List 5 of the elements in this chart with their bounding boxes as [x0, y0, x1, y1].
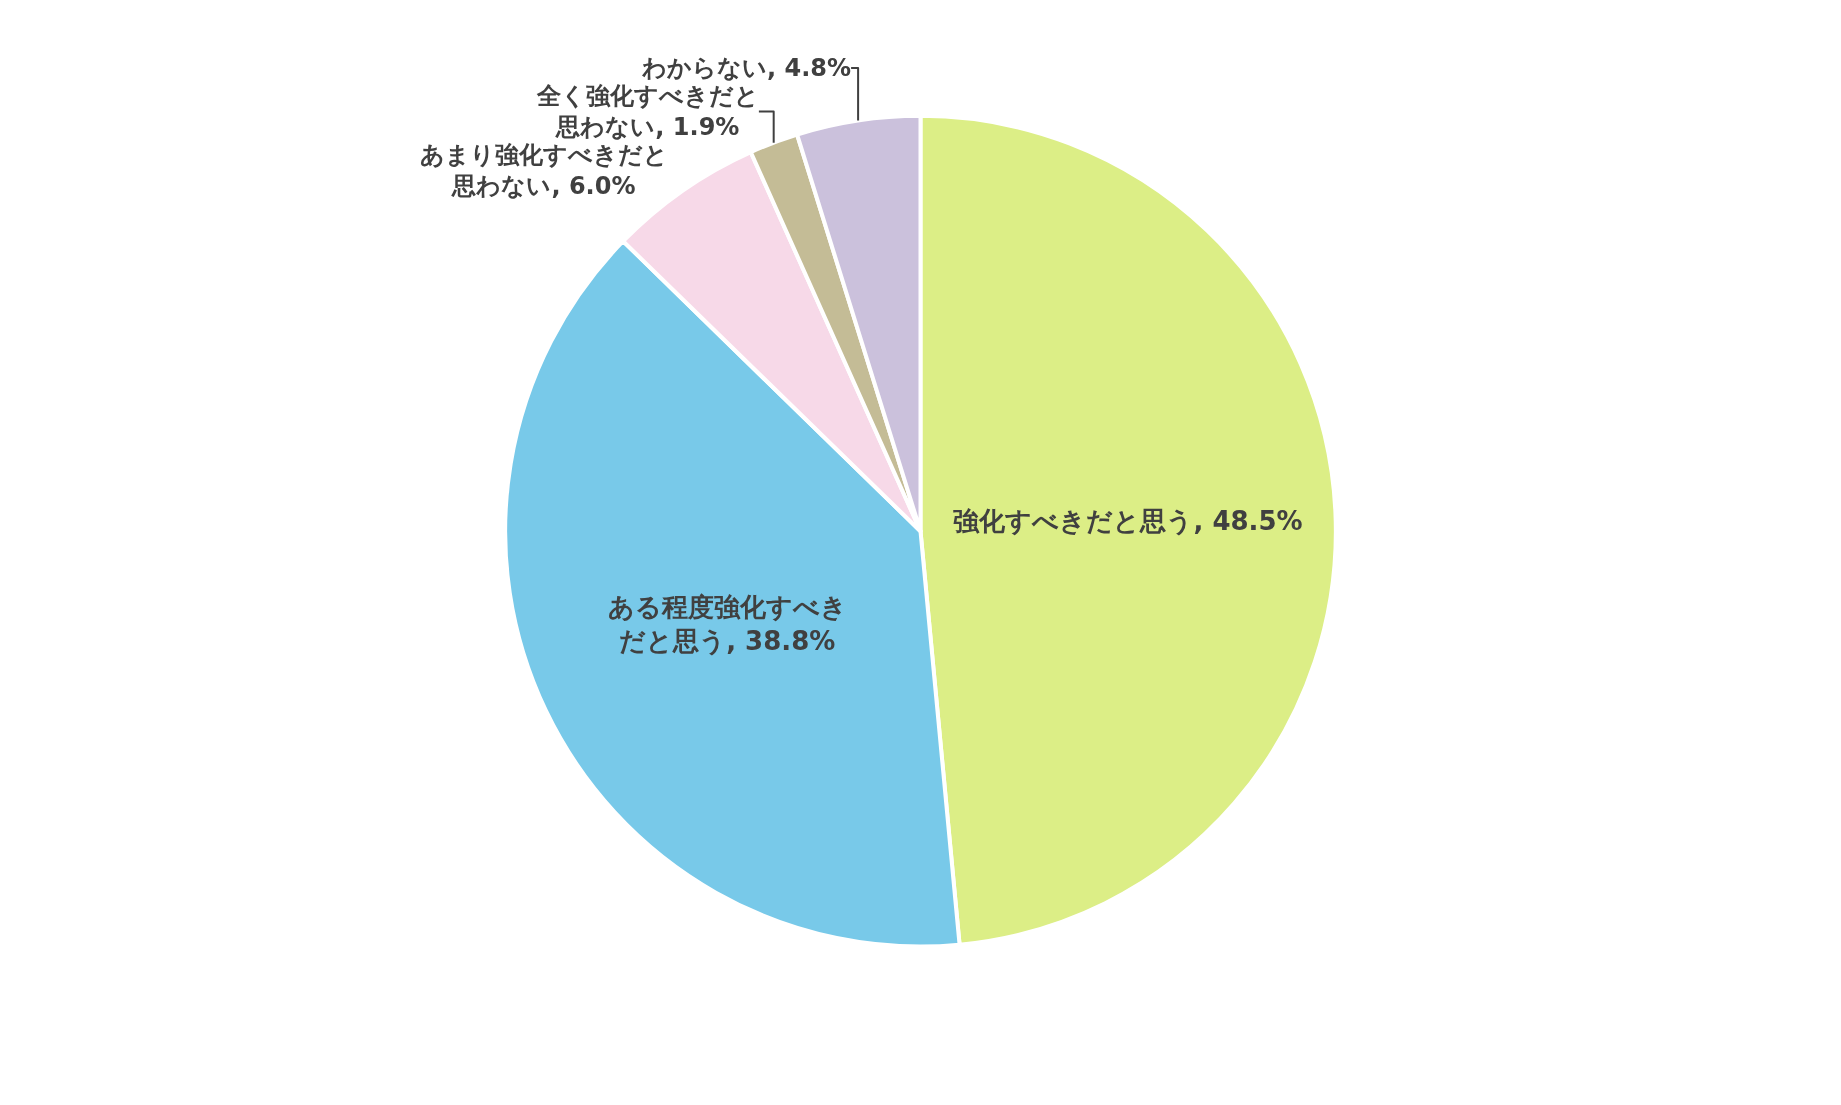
slice-label: 全く強化すべきだと思わない, 1.9% [535, 81, 759, 142]
slice-label: わからない, 4.8% [641, 53, 852, 82]
slice-label: あまり強化すべきだと思わない, 6.0% [419, 141, 668, 201]
slice-label: 強化すべきだと思う, 48.5% [953, 506, 1303, 537]
slice-label: ある程度強化すべきだと思う, 38.8% [607, 591, 847, 656]
